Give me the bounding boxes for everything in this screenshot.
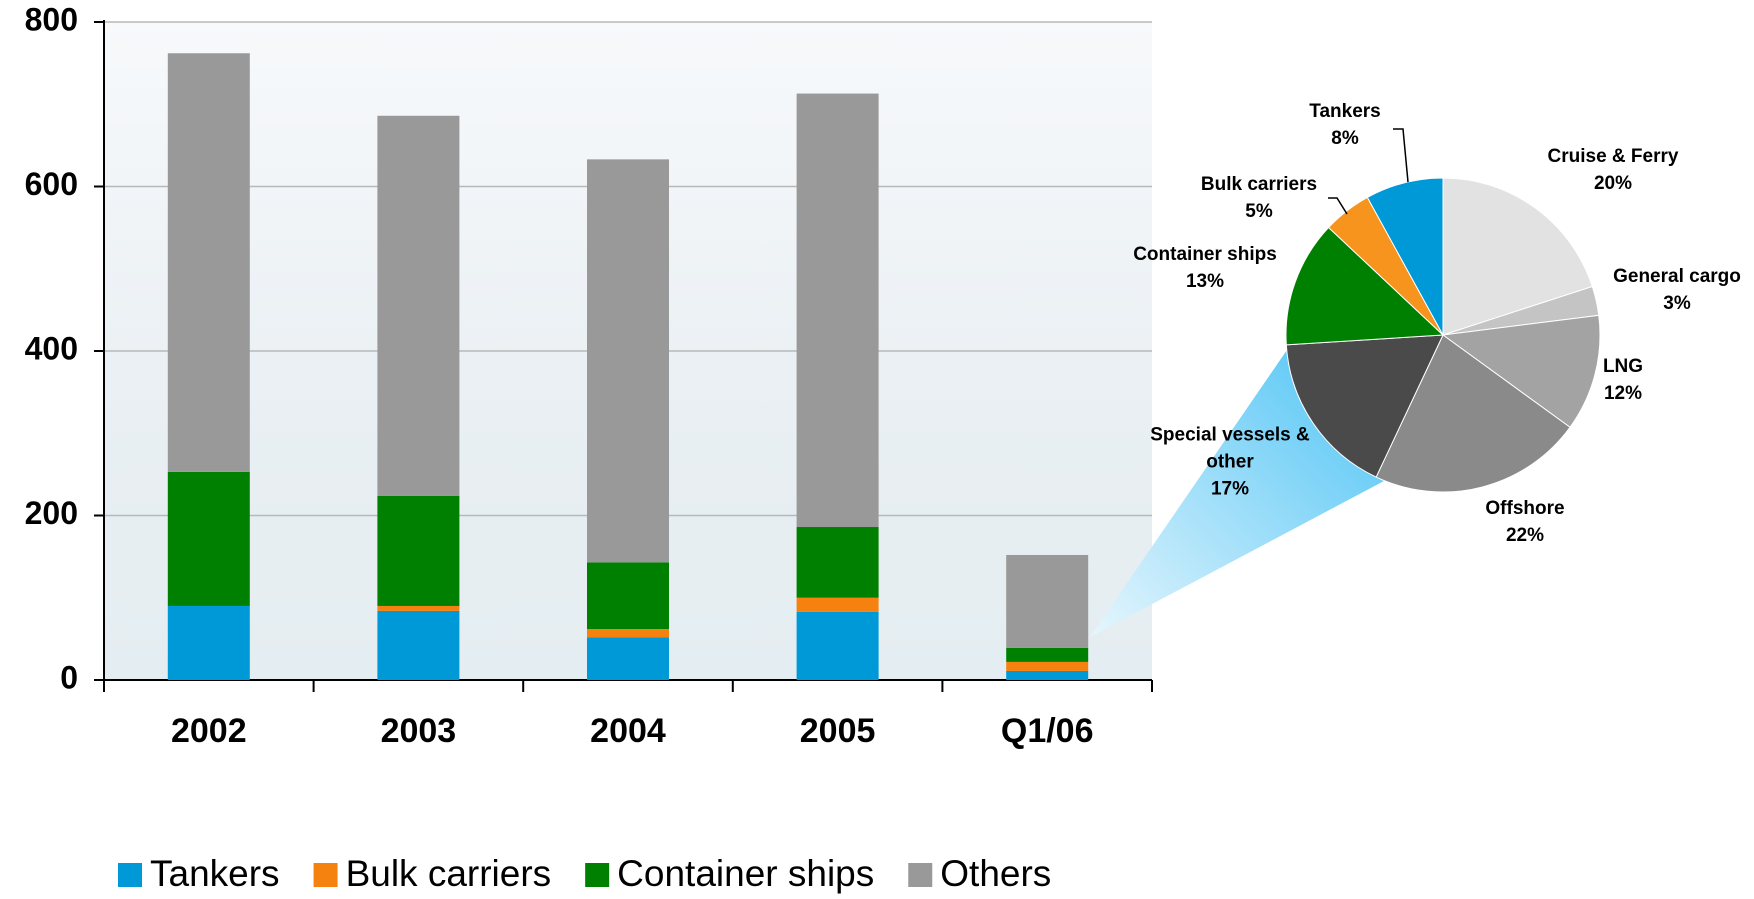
- legend-swatch: [118, 863, 142, 887]
- pie-label: General cargo 3%: [1613, 263, 1741, 317]
- pie-label: Bulk carriers 5%: [1201, 171, 1317, 225]
- pie-label-name: Container ships: [1133, 244, 1277, 265]
- bar-segment: [587, 562, 669, 630]
- pie-label-value: 17%: [1210, 478, 1250, 500]
- bar-segment: [167, 53, 250, 472]
- legend-swatch: [908, 863, 933, 887]
- pie-label-value: 12%: [1603, 383, 1643, 404]
- leader-line: [1328, 197, 1348, 215]
- y-tick-label: 400: [25, 330, 78, 366]
- pie-label-value: 8%: [1331, 128, 1359, 149]
- legend-label: Others: [940, 853, 1051, 894]
- legend-label: Tankers: [150, 853, 280, 894]
- x-tick-label: Q1/06: [1001, 712, 1094, 750]
- pie-slice: [1285, 334, 1444, 478]
- y-tick-label: 600: [25, 166, 78, 202]
- pie-label-value: 22%: [1505, 525, 1545, 546]
- y-tick-label: 0: [60, 659, 78, 695]
- bar-segment: [1006, 647, 1089, 662]
- x-tick-label: 2002: [171, 712, 247, 750]
- pie-label: Tankers 8%: [1309, 98, 1380, 152]
- bar-segment: [167, 471, 250, 606]
- bar-segment: [167, 605, 250, 680]
- pie-label-value: 3%: [1663, 293, 1691, 314]
- bar-segment: [796, 597, 879, 612]
- pie-label-name: Bulk carriers: [1200, 174, 1318, 195]
- pie-label-value: 13%: [1185, 271, 1225, 292]
- x-tick-label: 2003: [381, 712, 457, 750]
- bar-segment: [1006, 661, 1089, 671]
- pie-label-value: 5%: [1245, 201, 1273, 222]
- pie-label-name: Special vessels & other: [1150, 424, 1310, 473]
- bar-segment: [377, 610, 460, 680]
- pie-label-name: Cruise & Ferry: [1547, 146, 1679, 167]
- bar-segment: [587, 159, 669, 563]
- legend-swatch: [313, 863, 338, 887]
- pie-label-name: Offshore: [1485, 498, 1565, 519]
- bar-segment: [377, 495, 460, 606]
- bar-segment: [377, 115, 460, 496]
- bar-segment: [377, 605, 460, 611]
- pie-label-name: General cargo: [1613, 266, 1741, 287]
- bar-segment: [587, 637, 669, 680]
- x-tick-label: 2004: [590, 712, 666, 750]
- pie-label-name: LNG: [1602, 356, 1644, 377]
- legend-swatch: [585, 863, 610, 887]
- leader-line: [1393, 128, 1409, 183]
- bar-segment: [1006, 554, 1089, 648]
- bar-segment: [587, 629, 669, 638]
- pie-slice: [1441, 314, 1601, 428]
- pie-label-name: Tankers: [1309, 101, 1381, 122]
- bar-segment: [796, 93, 879, 528]
- x-tick-label: 2005: [800, 712, 876, 750]
- pie-label: Cruise & Ferry 20%: [1548, 143, 1679, 197]
- pie-slice: [1442, 177, 1593, 336]
- y-tick-label: 200: [25, 495, 78, 531]
- pie-slice: [1366, 177, 1444, 336]
- bar-segment: [796, 611, 879, 680]
- legend-label: Container ships: [617, 853, 874, 894]
- pie-label: Offshore 22%: [1485, 495, 1564, 549]
- pie-label: LNG 12%: [1603, 353, 1643, 407]
- pie-slice: [1285, 226, 1445, 346]
- legend-label: Bulk carriers: [346, 853, 552, 894]
- bar-segment: [796, 527, 879, 598]
- pie-label: Special vessels & other 17%: [1145, 422, 1315, 503]
- y-tick-label: 800: [25, 1, 78, 37]
- pie-label-value: 20%: [1593, 173, 1633, 194]
- pie-label: Container ships 13%: [1133, 241, 1277, 295]
- bar-segment: [1006, 670, 1089, 680]
